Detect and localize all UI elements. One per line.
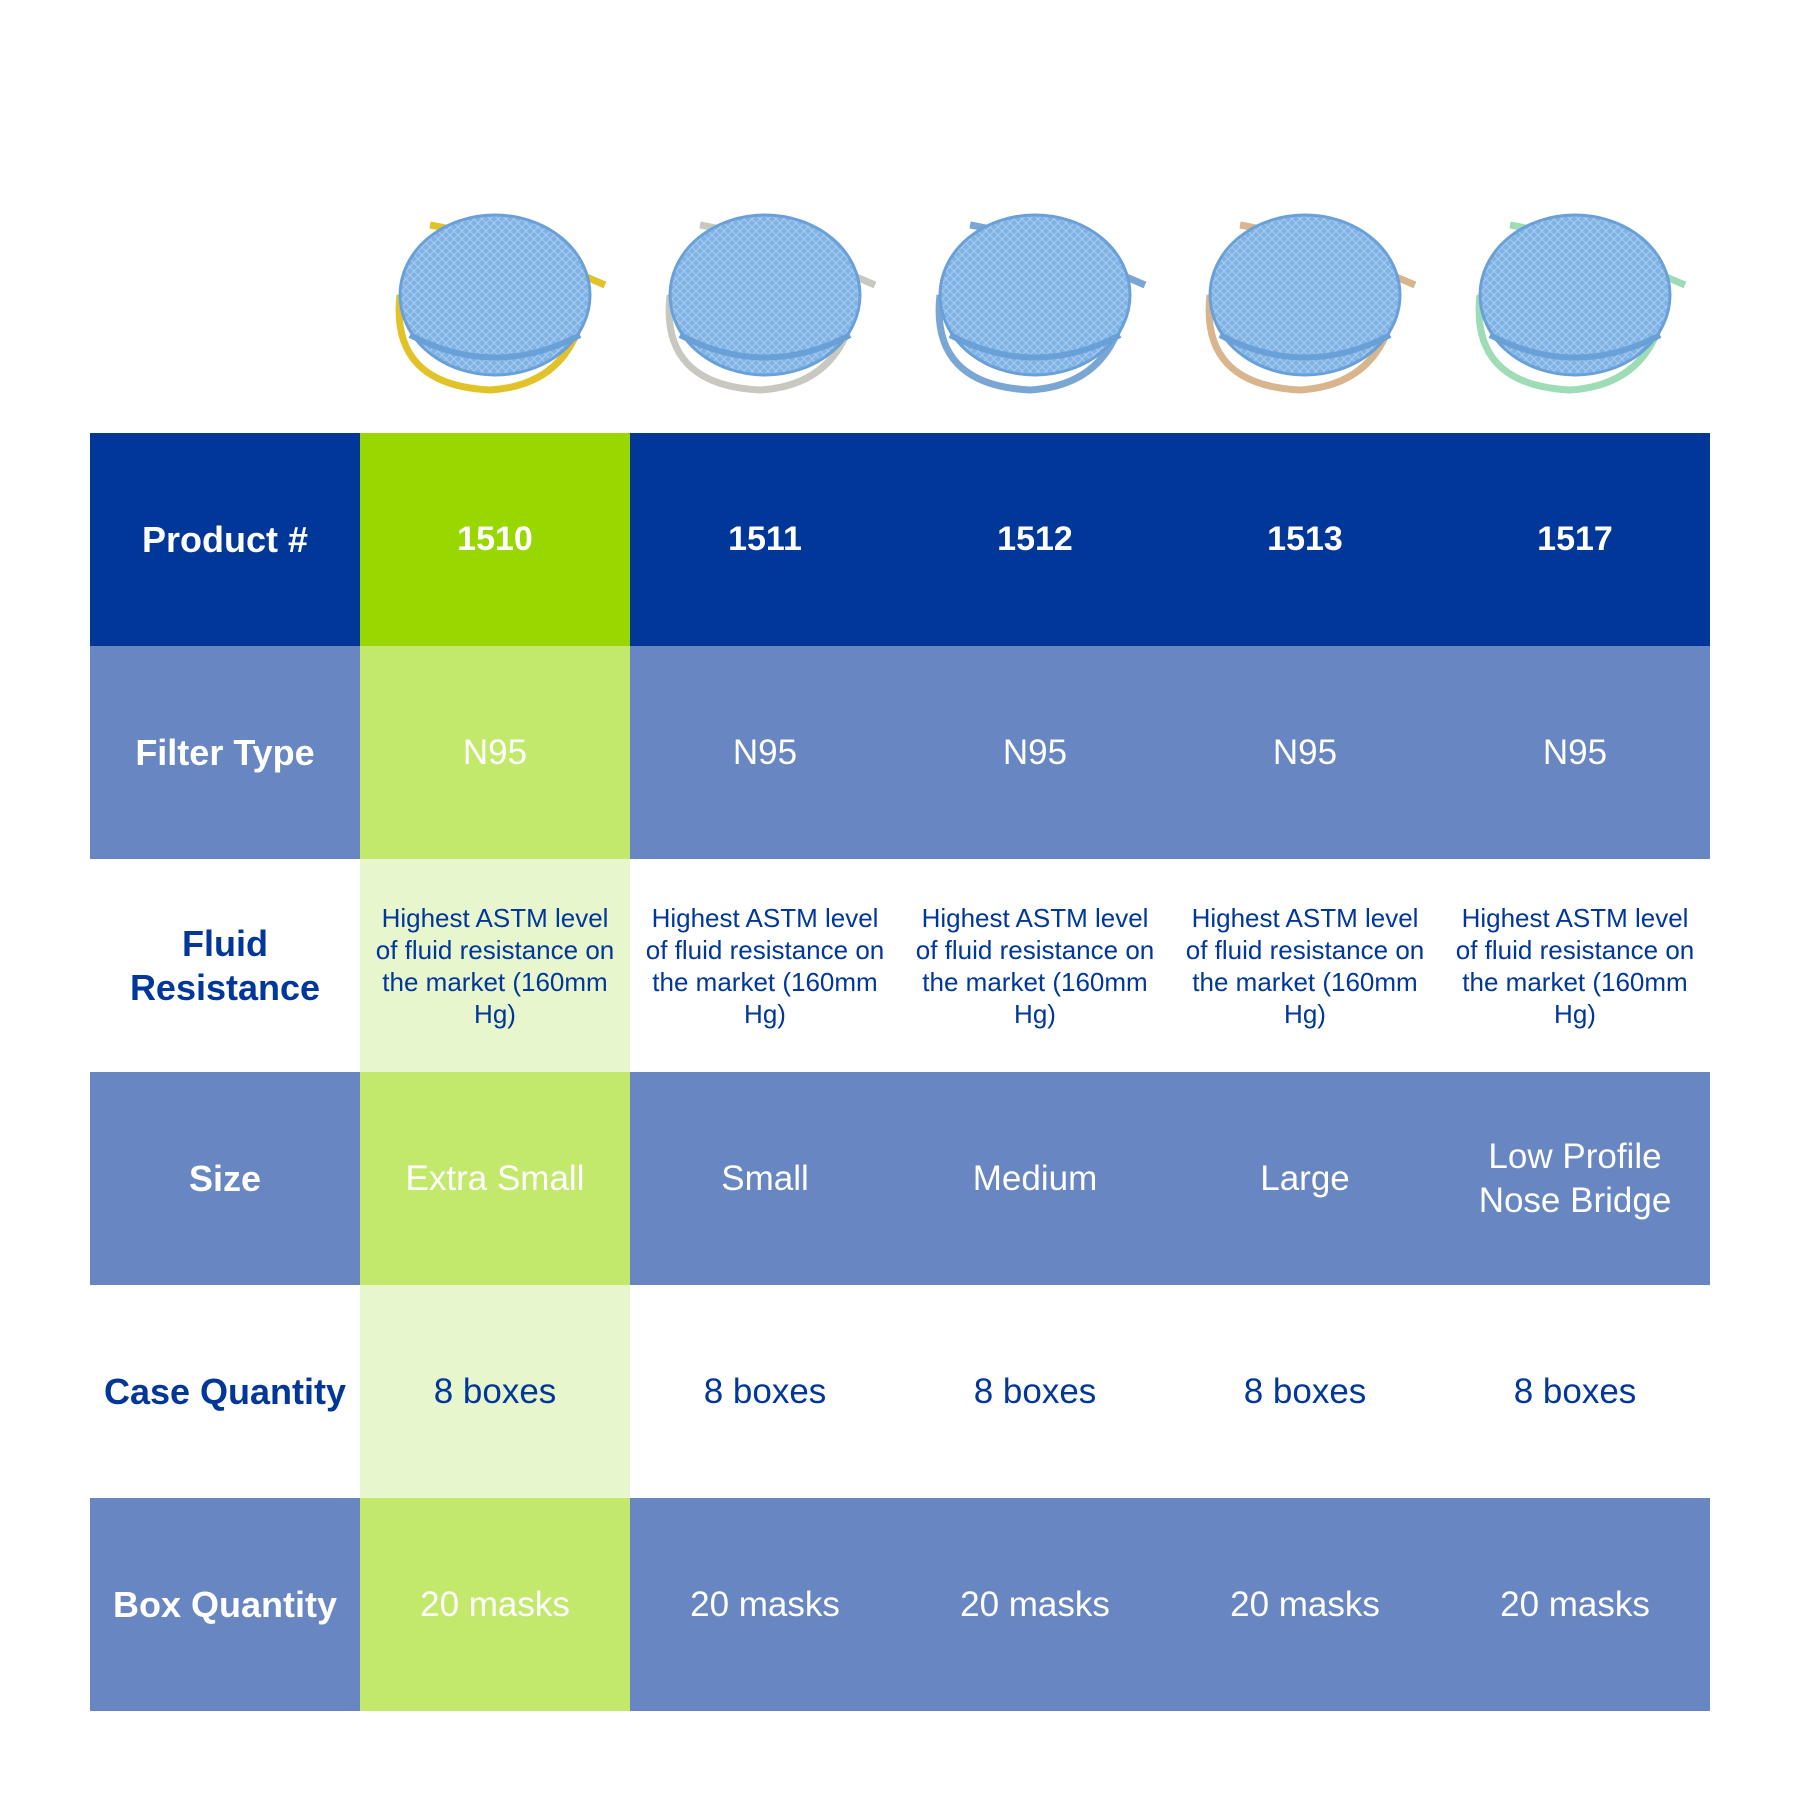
mask-image-1513 xyxy=(1170,190,1440,410)
mask-image-1517 xyxy=(1440,190,1710,410)
box-quantity: 20 masks xyxy=(360,1498,630,1711)
product-number: 1512 xyxy=(900,433,1170,646)
size: Large xyxy=(1170,1072,1440,1285)
product-images xyxy=(360,190,1710,410)
row-label-product: Product # xyxy=(90,433,360,646)
row-label-size: Size xyxy=(90,1072,360,1285)
fluid-resistance: Highest ASTM level of fluid resistance o… xyxy=(630,859,900,1072)
mask-image-1512 xyxy=(900,190,1170,410)
row-label-fluid: Fluid Resistance xyxy=(90,859,360,1072)
fluid-resistance: Highest ASTM level of fluid resistance o… xyxy=(1170,859,1440,1072)
product-number: 1513 xyxy=(1170,433,1440,646)
product-number: 1510 xyxy=(360,433,630,646)
case-quantity: 8 boxes xyxy=(360,1285,630,1498)
row-label-box: Box Quantity xyxy=(90,1498,360,1711)
fluid-resistance: Highest ASTM level of fluid resistance o… xyxy=(900,859,1170,1072)
filter-type: N95 xyxy=(630,646,900,859)
fluid-resistance: Highest ASTM level of fluid resistance o… xyxy=(360,859,630,1072)
mask-image-1510 xyxy=(360,190,630,410)
filter-type: N95 xyxy=(1440,646,1710,859)
case-quantity: 8 boxes xyxy=(1440,1285,1710,1498)
size: Low Profile Nose Bridge xyxy=(1440,1072,1710,1285)
box-quantity: 20 masks xyxy=(900,1498,1170,1711)
comparison-table: Product # 1510 1511 1512 1513 1517 Filte… xyxy=(90,433,1710,1711)
fluid-resistance: Highest ASTM level of fluid resistance o… xyxy=(1440,859,1710,1072)
product-number: 1511 xyxy=(630,433,900,646)
case-quantity: 8 boxes xyxy=(900,1285,1170,1498)
case-quantity: 8 boxes xyxy=(1170,1285,1440,1498)
box-quantity: 20 masks xyxy=(1170,1498,1440,1711)
filter-type: N95 xyxy=(900,646,1170,859)
mask-image-1511 xyxy=(630,190,900,410)
size: Extra Small xyxy=(360,1072,630,1285)
row-label-case: Case Quantity xyxy=(90,1285,360,1498)
filter-type: N95 xyxy=(360,646,630,859)
row-label-filter: Filter Type xyxy=(90,646,360,859)
case-quantity: 8 boxes xyxy=(630,1285,900,1498)
box-quantity: 20 masks xyxy=(1440,1498,1710,1711)
size: Small xyxy=(630,1072,900,1285)
product-number: 1517 xyxy=(1440,433,1710,646)
filter-type: N95 xyxy=(1170,646,1440,859)
box-quantity: 20 masks xyxy=(630,1498,900,1711)
size: Medium xyxy=(900,1072,1170,1285)
